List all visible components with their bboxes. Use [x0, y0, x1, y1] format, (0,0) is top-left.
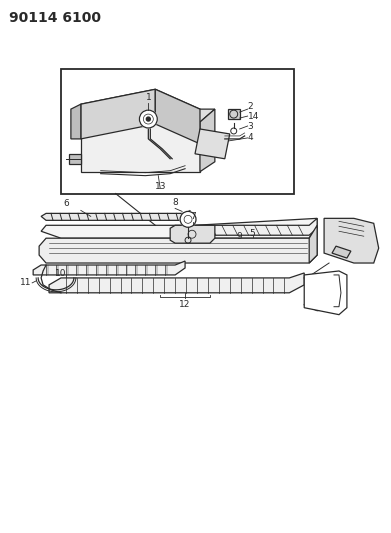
- Polygon shape: [39, 225, 317, 263]
- Text: 3: 3: [248, 122, 253, 131]
- Polygon shape: [195, 129, 230, 159]
- Text: 11: 11: [20, 278, 31, 287]
- Polygon shape: [71, 104, 81, 139]
- Polygon shape: [324, 219, 379, 263]
- Polygon shape: [81, 122, 200, 172]
- Text: 7: 7: [190, 212, 196, 221]
- Text: 1: 1: [145, 93, 151, 102]
- Polygon shape: [304, 271, 347, 314]
- Polygon shape: [41, 211, 190, 220]
- Text: 9: 9: [237, 232, 242, 241]
- Polygon shape: [309, 225, 317, 263]
- Polygon shape: [49, 273, 304, 293]
- Text: 12: 12: [179, 300, 191, 309]
- Polygon shape: [81, 89, 155, 139]
- Text: 90114 6100: 90114 6100: [9, 11, 101, 25]
- Text: 8: 8: [172, 198, 178, 207]
- Text: 2: 2: [248, 102, 253, 111]
- Polygon shape: [81, 89, 200, 124]
- Circle shape: [180, 212, 196, 227]
- Text: 5: 5: [250, 229, 255, 238]
- Polygon shape: [170, 225, 215, 243]
- Circle shape: [140, 110, 157, 128]
- Polygon shape: [33, 261, 185, 275]
- Polygon shape: [81, 109, 215, 122]
- Text: 10: 10: [55, 269, 67, 278]
- Polygon shape: [187, 219, 317, 235]
- Polygon shape: [228, 109, 240, 119]
- Polygon shape: [200, 109, 215, 172]
- Polygon shape: [41, 219, 317, 238]
- Circle shape: [146, 117, 150, 121]
- Text: 6: 6: [63, 199, 69, 208]
- Bar: [61, 69, 294, 193]
- Polygon shape: [155, 89, 200, 144]
- Text: 13: 13: [154, 182, 166, 190]
- Text: 14: 14: [248, 111, 259, 120]
- Polygon shape: [69, 154, 81, 164]
- Text: 4: 4: [248, 133, 253, 142]
- Polygon shape: [332, 246, 351, 258]
